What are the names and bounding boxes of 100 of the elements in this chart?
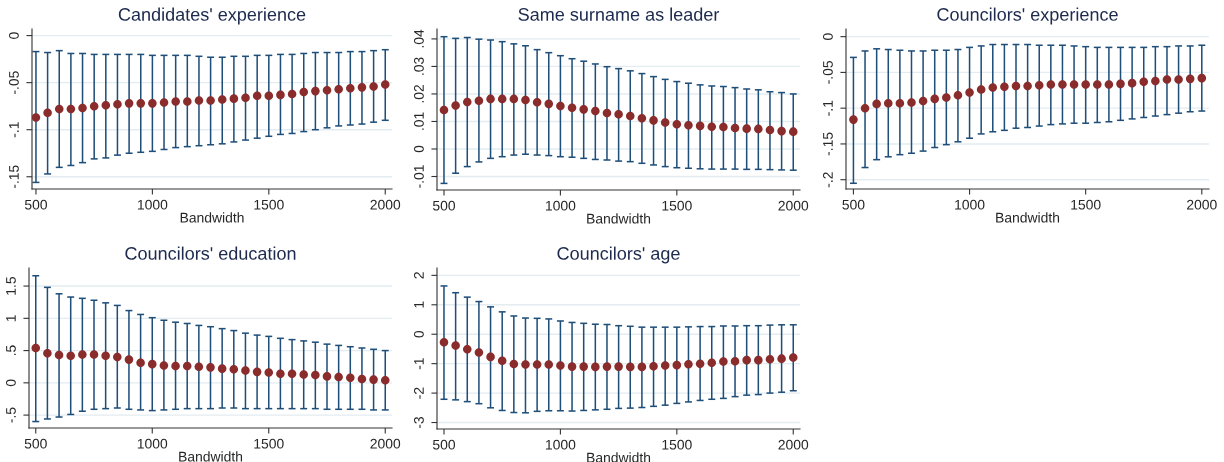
x-tick-label: 1000 <box>955 199 985 210</box>
point <box>124 99 134 108</box>
point <box>1034 81 1044 90</box>
point <box>380 80 390 89</box>
point <box>54 350 64 360</box>
point <box>206 96 215 105</box>
point <box>591 106 600 116</box>
point <box>637 113 647 123</box>
x-tick-label: 1000 <box>138 199 168 210</box>
point <box>742 355 751 365</box>
point <box>66 351 75 361</box>
point <box>124 355 134 364</box>
point <box>206 363 215 372</box>
y-tick-label: .5 <box>6 345 16 356</box>
y-tick-label: -.05 <box>823 61 833 84</box>
x-tick-label: 1500 <box>662 439 692 450</box>
point <box>765 354 775 364</box>
point <box>380 375 390 385</box>
x-tick-label: 1500 <box>254 438 284 449</box>
point <box>672 119 682 129</box>
point <box>532 360 542 369</box>
point <box>1162 75 1172 84</box>
x-axis-title: Bandwidth <box>587 213 651 224</box>
point <box>719 122 728 132</box>
point <box>334 84 343 94</box>
y-tick-label: 1 <box>6 315 16 322</box>
point <box>78 350 87 359</box>
point <box>742 124 751 133</box>
point <box>357 83 367 92</box>
x-tick-label: 1500 <box>254 199 284 210</box>
point <box>1139 77 1149 86</box>
y-tick-label: -1 <box>414 358 424 370</box>
point <box>66 104 76 114</box>
point <box>695 121 705 131</box>
point <box>89 101 99 111</box>
point <box>287 369 297 379</box>
point <box>311 86 320 96</box>
point <box>1093 80 1102 89</box>
x-tick-label: 1000 <box>546 200 576 211</box>
point <box>486 352 495 362</box>
y-tick-label: -3 <box>414 416 424 429</box>
x-tick-label: 500 <box>432 200 456 211</box>
point <box>602 108 612 118</box>
x-tick-label: 2000 <box>1187 199 1217 210</box>
point <box>754 124 763 134</box>
y-tick-label: 0 <box>9 32 19 39</box>
chart-title: Councilors' experience <box>937 7 1118 25</box>
point <box>497 356 507 365</box>
point <box>148 99 157 108</box>
point <box>264 91 274 101</box>
point <box>556 101 565 111</box>
x-tick-label: 2000 <box>778 200 809 211</box>
chart-title: Councilors' education <box>125 246 296 260</box>
point <box>976 85 986 94</box>
y-tick-label: 0 <box>823 33 833 40</box>
point <box>556 361 565 370</box>
point <box>31 343 41 353</box>
point <box>276 90 285 100</box>
x-axis-title: Bandwidth <box>179 451 243 462</box>
point <box>241 93 250 102</box>
point <box>311 370 320 380</box>
y-tick-label: 2 <box>414 272 424 279</box>
point <box>439 105 449 115</box>
point <box>1046 80 1056 89</box>
point <box>649 362 658 371</box>
point <box>730 123 740 133</box>
point <box>567 362 577 371</box>
point <box>486 94 495 104</box>
point <box>113 100 122 109</box>
point <box>730 357 740 366</box>
y-tick-label: .01 <box>414 112 424 130</box>
point <box>849 115 858 124</box>
y-tick-label: -.2 <box>823 172 833 188</box>
x-tick-label: 1500 <box>662 200 692 211</box>
point <box>695 359 705 368</box>
point <box>660 361 670 370</box>
point <box>895 98 905 108</box>
point <box>625 362 635 372</box>
x-tick-label: 500 <box>432 439 456 450</box>
y-tick-label: -.15 <box>9 165 19 189</box>
point <box>953 91 963 100</box>
point <box>1197 73 1207 83</box>
point <box>217 95 227 104</box>
point <box>229 94 239 103</box>
point <box>1116 79 1125 89</box>
point <box>1069 80 1079 89</box>
point <box>43 348 52 358</box>
point <box>684 121 693 130</box>
x-axis-title: Bandwidth <box>180 212 244 223</box>
point <box>1011 81 1021 91</box>
point <box>287 89 297 99</box>
point <box>860 103 870 113</box>
point <box>159 361 169 370</box>
x-tick-label: 500 <box>24 199 47 210</box>
point <box>614 110 623 119</box>
point <box>788 353 798 362</box>
y-tick-label: -.05 <box>9 71 19 94</box>
point <box>299 370 308 379</box>
point <box>1174 75 1183 84</box>
x-tick-label: 500 <box>24 438 47 449</box>
